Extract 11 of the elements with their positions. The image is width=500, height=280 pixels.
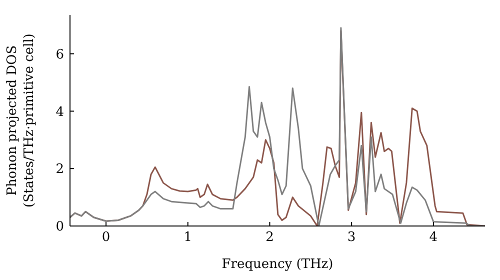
x-tick-label: 2 [266, 230, 274, 246]
y-tick-label: 6 [56, 47, 64, 62]
y-tick-label: 4 [56, 104, 64, 120]
y-tick-label: 0 [56, 220, 64, 235]
x-axis-title: Frequency (THz) [222, 257, 334, 272]
x-tick-label: 3 [347, 230, 356, 246]
x-tick-label: 0 [102, 230, 110, 246]
y-axis-title: Phonon projected DOS (States/THz·primitive cell) [5, 33, 37, 208]
x-tick-label: 4 [429, 230, 438, 246]
y-tick-label: 2 [56, 162, 64, 178]
x-tick-label: 1 [184, 230, 192, 246]
